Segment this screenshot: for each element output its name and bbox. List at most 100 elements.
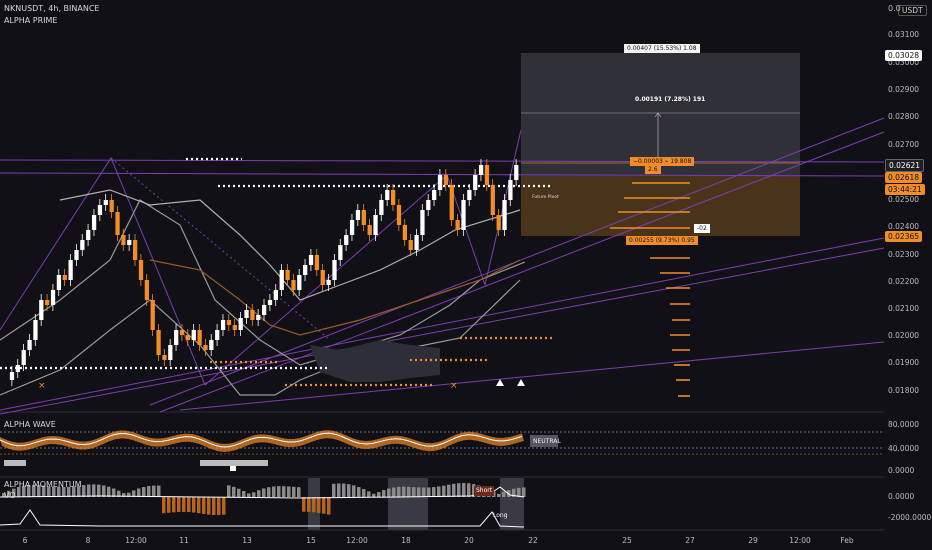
price-axis[interactable]: 0.03100 0.03000 0.02900 0.02800 0.02700 … bbox=[884, 0, 932, 550]
momentum-bar bbox=[57, 486, 61, 497]
candle-body bbox=[33, 320, 38, 340]
candle-body bbox=[127, 240, 132, 245]
price-tick: 0.02200 bbox=[888, 277, 920, 286]
entry-label[interactable]: −0.00003 ⌁ 19.808 bbox=[630, 157, 695, 166]
momentum-bar bbox=[472, 484, 476, 497]
time-tick: 29 bbox=[748, 536, 758, 545]
momentum-bar bbox=[107, 486, 111, 497]
momentum-bar bbox=[427, 487, 431, 497]
candle-countdown: 03:44:21 bbox=[885, 184, 925, 195]
bands bbox=[0, 189, 526, 396]
candle-body bbox=[391, 190, 396, 205]
alpha-momentum-sub: VO bbox=[4, 491, 16, 500]
candle-body bbox=[273, 290, 278, 300]
time-tick: 6 bbox=[22, 536, 28, 545]
candlesticks[interactable] bbox=[9, 159, 519, 386]
price-tag-entry: 0.02618 bbox=[885, 172, 923, 183]
momentum-bar bbox=[162, 497, 166, 514]
momentum-bar bbox=[202, 497, 206, 514]
momentum-bar bbox=[112, 488, 116, 497]
candle-body bbox=[267, 300, 273, 305]
candle-body bbox=[156, 330, 161, 355]
candle-body bbox=[121, 235, 126, 245]
momentum-bar bbox=[502, 491, 506, 497]
time-tick: 27 bbox=[685, 536, 695, 545]
candle-body bbox=[426, 200, 431, 210]
candle-body bbox=[185, 335, 191, 340]
momentum-bar bbox=[442, 485, 446, 497]
candle-body bbox=[408, 240, 413, 250]
candle-body bbox=[174, 330, 179, 345]
side-label: -02 bbox=[694, 224, 710, 233]
time-tick: 15 bbox=[306, 536, 316, 545]
momentum-bar bbox=[382, 490, 386, 497]
momentum-bar bbox=[27, 485, 31, 497]
candle-body bbox=[349, 220, 355, 235]
candle-body bbox=[502, 200, 507, 230]
indicator-name: ALPHA PRIME bbox=[4, 16, 58, 25]
candle-body bbox=[355, 210, 361, 220]
momentum-bar bbox=[127, 492, 131, 497]
momentum-bar bbox=[327, 497, 331, 515]
momentum-bar bbox=[37, 485, 41, 497]
sell-marker: × bbox=[38, 381, 46, 391]
time-tick: 12:00 bbox=[789, 536, 811, 545]
momentum-bar bbox=[402, 486, 406, 497]
momentum-bar bbox=[167, 497, 171, 513]
momentum-bar bbox=[257, 490, 261, 497]
loss-zone[interactable] bbox=[521, 176, 800, 236]
momentum-bar bbox=[277, 486, 281, 497]
momentum-bar bbox=[137, 488, 141, 497]
stop-label[interactable]: 0.00255 (9.73%) 0.95 bbox=[626, 236, 698, 245]
time-tick: 11 bbox=[179, 536, 189, 545]
momentum-bar bbox=[177, 497, 181, 512]
momentum-bar bbox=[517, 487, 521, 497]
candle-body bbox=[80, 240, 85, 250]
candle-body bbox=[308, 255, 314, 265]
candle-body bbox=[220, 320, 226, 330]
momentum-bar bbox=[102, 485, 106, 497]
momentum-bar bbox=[497, 493, 501, 497]
candle-body bbox=[262, 305, 267, 315]
time-tick: 18 bbox=[401, 536, 411, 545]
momentum-bar bbox=[132, 490, 136, 497]
candle-body bbox=[291, 280, 296, 290]
candle-body bbox=[496, 215, 501, 230]
currency-badge[interactable]: USDT bbox=[898, 5, 927, 16]
trendlines[interactable] bbox=[0, 117, 885, 415]
momentum-bar bbox=[302, 497, 306, 512]
momentum-bar bbox=[237, 488, 241, 497]
momentum-bar bbox=[47, 486, 51, 497]
momentum-bar bbox=[262, 488, 266, 497]
momentum-bar bbox=[142, 487, 146, 497]
momentum-bar bbox=[437, 486, 441, 497]
future-pivot-label: Future Pivot bbox=[532, 195, 559, 200]
alpha-wave-title: ALPHA WAVE bbox=[4, 420, 56, 429]
momentum-bar bbox=[152, 485, 156, 497]
candle-body bbox=[244, 310, 249, 318]
candle-body bbox=[162, 355, 167, 360]
momentum-bar bbox=[82, 485, 86, 497]
price-tick: 0.02400 bbox=[888, 222, 920, 231]
profit-zone[interactable] bbox=[521, 53, 800, 176]
candle-body bbox=[420, 210, 425, 235]
alpha-wave-panel[interactable] bbox=[0, 430, 884, 471]
momentum-bar bbox=[392, 487, 396, 497]
symbol-title: NKNUSDT, 4h, BINANCE bbox=[4, 4, 100, 13]
price-tick: 0.03000 bbox=[888, 58, 920, 67]
alpha-momentum-panel[interactable] bbox=[0, 478, 526, 530]
momentum-bar bbox=[147, 486, 151, 497]
momentum-bar bbox=[207, 497, 211, 515]
momentum-bar bbox=[512, 488, 516, 497]
momentum-bar bbox=[282, 486, 286, 497]
candle-body bbox=[443, 175, 449, 185]
candle-body bbox=[179, 330, 185, 335]
price-tick: 0.01900 bbox=[888, 358, 920, 367]
target-label[interactable]: 0.00407 (15.53%) 1.08 bbox=[624, 44, 700, 53]
candle-body bbox=[396, 205, 402, 225]
candle-body bbox=[490, 185, 495, 215]
entry-sub-label: 2.6 bbox=[645, 165, 661, 174]
candle-body bbox=[256, 315, 261, 320]
price-tag-last: 0.02621 bbox=[885, 159, 925, 172]
